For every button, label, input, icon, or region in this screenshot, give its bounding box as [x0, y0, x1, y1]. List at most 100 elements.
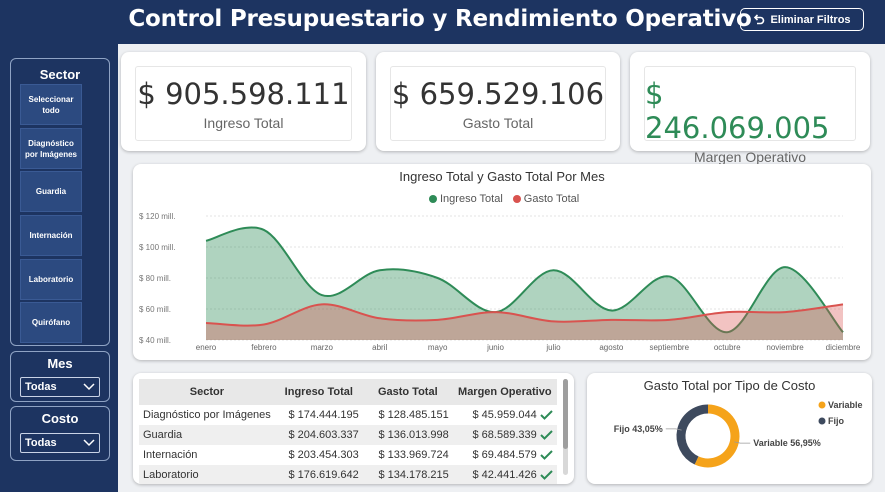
column-header[interactable]: Margen Operativo — [452, 379, 557, 405]
data-point-gasto[interactable] — [319, 302, 324, 307]
sector-item-all[interactable]: Seleccionar todo — [20, 84, 82, 125]
data-point-ingreso[interactable] — [204, 238, 209, 243]
table-cell: Laboratorio — [139, 465, 275, 484]
donut-slice-fijo[interactable] — [676, 404, 709, 465]
data-point-gasto[interactable] — [204, 320, 209, 325]
sector-item-laboratorio[interactable]: Laboratorio — [20, 259, 82, 300]
donut-chart: Variable 56,95% Fijo 43,05% Variable Fijo — [614, 400, 863, 468]
data-point-ingreso[interactable] — [435, 276, 440, 281]
page-title: Control Presupuestario y Rendimiento Ope… — [128, 6, 752, 32]
column-header[interactable]: Sector — [139, 379, 275, 405]
legend-label: Ingreso Total — [440, 193, 503, 205]
data-point-ingreso[interactable] — [609, 308, 614, 313]
kpi-value: $ 905.598.111 — [137, 77, 350, 111]
legend-item-ingreso: Ingreso Total — [429, 193, 503, 205]
undo-icon — [754, 13, 765, 24]
donut-chart-title: Gasto Total por Tipo de Costo — [643, 378, 816, 393]
x-tick-label: diciembre — [826, 343, 861, 352]
legend-dot — [512, 195, 521, 203]
table-row[interactable]: Diagnóstico por Imágenes $ 174.444.195 $… — [139, 405, 557, 425]
data-point-gasto[interactable] — [783, 310, 788, 315]
kpi-label: Ingreso Total — [203, 115, 284, 131]
data-point-gasto[interactable] — [551, 319, 556, 324]
data-point-ingreso[interactable] — [783, 265, 788, 270]
column-header[interactable]: Ingreso Total — [274, 379, 363, 405]
sector-item-diagnostico[interactable]: Diagnóstico por Imágenes — [20, 128, 82, 169]
sector-table-card: Sector Ingreso Total Gasto Total Margen … — [133, 373, 574, 484]
donut-slice-variable[interactable] — [694, 404, 740, 468]
table-cell: Internación — [143, 449, 198, 461]
data-point-gasto[interactable] — [261, 322, 266, 327]
check-icon — [540, 470, 553, 481]
donut-data-label: Variable 56,95% — [753, 438, 821, 448]
table-cell: $ 42.441.426 — [452, 465, 557, 484]
data-point-ingreso[interactable] — [377, 268, 382, 273]
data-point-gasto[interactable] — [667, 317, 672, 322]
mes-dropdown-value: Todas — [25, 381, 57, 393]
reset-filters-button[interactable]: Eliminar Filtros — [740, 8, 864, 31]
table-cell: $ 134.178.215 — [362, 465, 453, 484]
area-chart-title: Ingreso Total y Gasto Total Por Mes — [399, 169, 605, 184]
y-tick-label: $ 60 mill. — [139, 305, 171, 314]
table-row[interactable]: Laboratorio $ 176.619.642 $ 134.178.215 … — [139, 465, 557, 484]
kpi-value: $ 246.069.005 — [645, 77, 830, 145]
x-tick-label: marzo — [311, 343, 334, 352]
y-tick-label: $ 120 mill. — [139, 212, 175, 221]
y-tick-label: $ 40 mill. — [139, 336, 171, 345]
data-point-ingreso[interactable] — [667, 274, 672, 279]
kpi-card-margen: $ 246.069.005 Margen Operativo — [630, 52, 870, 165]
column-header[interactable]: Gasto Total — [362, 379, 453, 405]
check-icon — [540, 450, 553, 461]
table-cell: $ 176.619.642 — [274, 465, 363, 484]
data-point-gasto[interactable] — [841, 302, 846, 307]
margin-value: $ 69.484.579 — [472, 449, 537, 461]
sector-table: Sector Ingreso Total Gasto Total Margen … — [139, 379, 557, 484]
data-point-gasto[interactable] — [609, 317, 614, 322]
costo-slicer: Costo Todas — [10, 406, 110, 461]
x-tick-label: agosto — [599, 343, 624, 352]
table-cell: $ 174.444.195 — [288, 409, 359, 421]
x-tick-label: noviembre — [766, 343, 804, 352]
area-chart: $ 40 mill. $ 60 mill. $ 80 mill. $ 100 mill… — [139, 212, 861, 352]
data-point-gasto[interactable] — [725, 310, 730, 315]
series-line-ingreso[interactable] — [205, 226, 844, 334]
data-point-ingreso[interactable] — [261, 227, 266, 232]
kpi-label: Gasto Total — [462, 115, 534, 131]
legend-dot — [429, 195, 437, 203]
legend-dot — [818, 417, 826, 425]
check-icon — [540, 430, 553, 441]
table-cell: $ 68.589.339 — [452, 425, 557, 445]
chevron-down-icon — [83, 439, 95, 447]
data-point-ingreso[interactable] — [551, 268, 556, 273]
series-line-gasto[interactable] — [205, 303, 844, 327]
sector-item-guardia[interactable]: Guardia — [20, 171, 82, 212]
table-header-row: Sector Ingreso Total Gasto Total Margen … — [139, 379, 557, 405]
kpi-card-gasto: $ 659.529.106 Gasto Total — [376, 52, 620, 151]
y-tick-label: $ 80 mill. — [139, 274, 171, 283]
reset-filters-label: Eliminar Filtros — [770, 13, 851, 26]
costo-dropdown[interactable]: Todas — [20, 433, 100, 453]
table-cell: $ 204.603.337 — [274, 425, 363, 445]
x-tick-label: julio — [545, 343, 561, 352]
x-tick-label: octubre — [714, 343, 741, 352]
data-point-ingreso[interactable] — [319, 293, 324, 298]
x-tick-label: enero — [196, 343, 217, 352]
data-point-gasto[interactable] — [377, 316, 382, 321]
donut-chart-card: Gasto Total por Tipo de Costo Variable 5… — [587, 373, 872, 484]
mes-dropdown[interactable]: Todas — [20, 377, 100, 397]
data-point-gasto[interactable] — [493, 310, 498, 315]
table-row[interactable]: Internación $ 203.454.303 $ 133.969.724 … — [139, 445, 557, 465]
series-area-gasto — [206, 304, 843, 340]
kpi-label: Margen Operativo — [693, 149, 807, 165]
y-tick-label: $ 100 mill. — [139, 243, 175, 252]
table-scroll-thumb[interactable] — [563, 379, 568, 449]
table-scrollbar[interactable] — [563, 379, 568, 475]
sector-item-internacion[interactable]: Internación — [20, 215, 82, 256]
sector-slicer-title: Sector — [39, 67, 81, 82]
table-row[interactable]: Guardia $ 204.603.337 $ 136.013.998 $ 68… — [139, 425, 557, 445]
data-point-gasto[interactable] — [435, 317, 440, 322]
x-tick-label: abril — [372, 343, 387, 352]
mes-slicer-title: Mes — [47, 356, 73, 371]
margin-value: $ 42.441.426 — [472, 469, 537, 481]
sector-item-quirofano[interactable]: Quirófano — [20, 302, 82, 343]
